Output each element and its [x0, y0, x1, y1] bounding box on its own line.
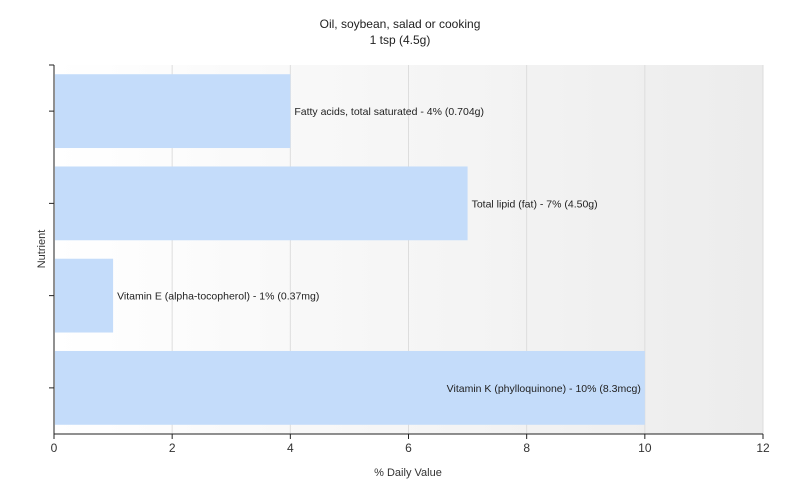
- x-tick-label: 4: [287, 441, 294, 455]
- x-tick-label: 6: [405, 441, 412, 455]
- bar-data-label: Vitamin K (phylloquinone) - 10% (8.3mcg): [447, 383, 641, 395]
- x-tick-label: 2: [169, 441, 176, 455]
- labels: 0 2 4 6 8 10 12 Fatty acids, total saturated - …: [51, 106, 770, 455]
- bar: [55, 166, 468, 241]
- bar: [55, 74, 291, 149]
- x-tick-label: 0: [51, 441, 58, 455]
- x-axis-title: % Daily Value: [374, 467, 442, 479]
- bar-data-label: Vitamin E (alpha-tocopherol) - 1% (0.37m…: [117, 291, 319, 303]
- x-tick-label: 10: [638, 441, 652, 455]
- bars: [55, 74, 645, 425]
- bar: [55, 258, 114, 333]
- chart-title: Oil, soybean, salad or cooking: [320, 17, 481, 31]
- x-tick-label: 12: [756, 441, 770, 455]
- bar: [55, 350, 645, 425]
- bar-data-label: Fatty acids, total saturated - 4% (0.704…: [294, 106, 484, 118]
- x-tick-label: 8: [523, 441, 530, 455]
- bar-data-label: Total lipid (fat) - 7% (4.50g): [472, 198, 598, 210]
- axes: [49, 64, 764, 439]
- chart-subtitle: 1 tsp (4.5g): [370, 33, 431, 47]
- y-axis-title: Nutrient: [36, 230, 48, 269]
